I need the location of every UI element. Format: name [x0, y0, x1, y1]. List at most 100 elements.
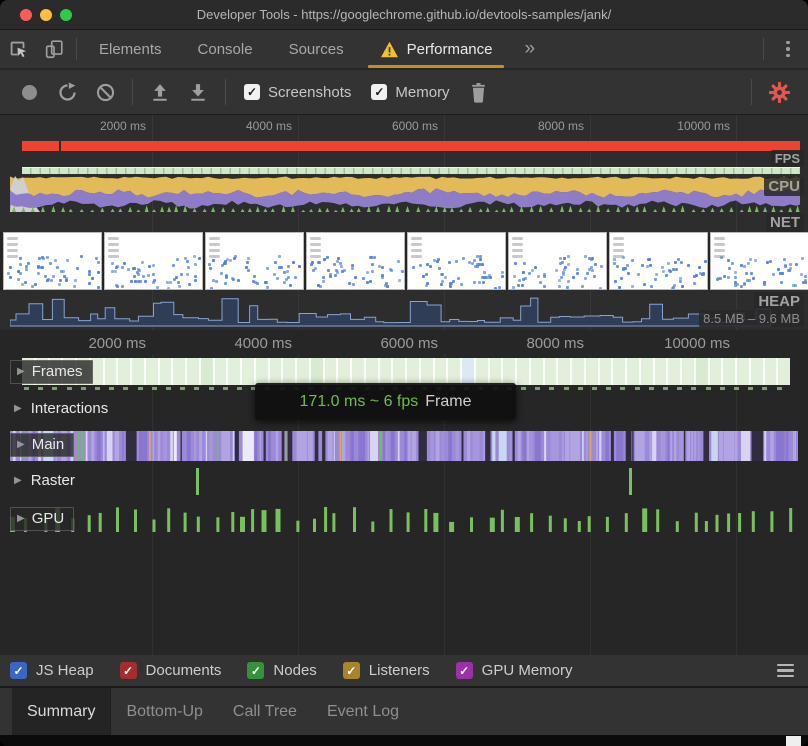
thumb-dot — [716, 276, 720, 280]
screenshot-filmstrip — [0, 232, 808, 290]
thumb-dot — [563, 267, 567, 271]
thumb-dot — [530, 269, 534, 273]
gridline — [444, 354, 445, 655]
thumb-dot — [17, 270, 21, 274]
thumb-button-pill — [411, 249, 422, 252]
gpu-track-bars[interactable] — [8, 505, 798, 532]
raster-track-header[interactable]: ▶ Raster — [14, 472, 75, 489]
minimize-window-button[interactable] — [40, 9, 52, 21]
reload-and-record-button[interactable] — [48, 76, 86, 108]
tab-summary[interactable]: Summary — [12, 688, 112, 735]
thumb-dot — [87, 270, 91, 274]
screenshot-thumb[interactable] — [508, 232, 607, 290]
tabbar-separator — [763, 38, 764, 60]
record-icon — [21, 84, 37, 100]
timeline-overview-pane[interactable]: 2000 ms 4000 ms 6000 ms 8000 ms 10000 ms FPS… — [0, 115, 808, 330]
thumb-dot — [386, 285, 390, 289]
screenshot-thumb[interactable] — [710, 232, 808, 290]
record-button[interactable] — [10, 76, 48, 108]
zoom-window-button[interactable] — [60, 9, 72, 21]
thumb-dot — [350, 263, 354, 267]
thumb-dot — [731, 262, 735, 266]
checkbox-checked-icon: ✓ — [342, 662, 360, 679]
interactions-track-header[interactable]: ▶ Interactions — [14, 400, 109, 417]
main-thread-flamechart[interactable] — [10, 431, 798, 461]
thumb-dot — [254, 280, 258, 284]
screenshot-thumb[interactable] — [306, 232, 405, 290]
screenshot-thumb[interactable] — [3, 232, 102, 290]
tab-event-log[interactable]: Event Log — [326, 702, 400, 720]
main-track-header[interactable]: ▶ Main — [10, 433, 75, 457]
thumb-dot — [584, 277, 588, 281]
thumb-dot — [456, 277, 460, 281]
tab-elements[interactable]: Elements — [99, 40, 162, 58]
checkbox-checked-icon: ✓ — [244, 84, 260, 100]
thumb-dot — [516, 283, 520, 287]
thumb-dot — [144, 280, 148, 284]
thumb-dot — [247, 257, 251, 261]
legend-nodes-checkbox[interactable]: ✓ Nodes — [247, 662, 317, 679]
thumb-dot — [513, 262, 517, 266]
thumb-dot — [265, 266, 269, 270]
legend-listeners-checkbox[interactable]: ✓ Listeners — [342, 662, 430, 679]
inspect-element-button[interactable] — [0, 30, 36, 68]
save-profile-button[interactable] — [179, 76, 217, 108]
clear-button[interactable] — [86, 76, 124, 108]
thumb-button-pill — [411, 237, 422, 240]
close-window-button[interactable] — [20, 9, 32, 21]
thumb-dot — [653, 278, 657, 282]
upload-icon — [153, 83, 167, 101]
devtools-menu-button[interactable] — [768, 30, 808, 68]
load-profile-button[interactable] — [141, 76, 179, 108]
gpu-track-header[interactable]: ▶ GPU — [10, 507, 75, 531]
screenshots-checkbox[interactable]: ✓ Screenshots — [244, 84, 351, 101]
thumb-button-pill — [108, 237, 119, 240]
thumb-dot — [121, 285, 125, 289]
frames-track-bars[interactable] — [22, 358, 790, 385]
tab-call-tree[interactable]: Call Tree — [232, 702, 297, 720]
thumb-dot — [224, 282, 228, 286]
resize-corner[interactable] — [786, 736, 801, 746]
thumb-dot — [803, 275, 807, 278]
thumb-dot — [334, 268, 338, 272]
tab-performance[interactable]: Performance — [362, 30, 511, 68]
thumb-dot — [471, 261, 475, 265]
ruler-tick-label: 6000 ms — [380, 335, 438, 352]
raster-event-mark — [196, 468, 199, 495]
screenshot-thumb[interactable] — [407, 232, 506, 290]
more-tabs-button[interactable]: » — [524, 38, 536, 59]
thumb-dot — [341, 270, 345, 274]
tab-sources[interactable]: Sources — [288, 40, 344, 58]
thumb-dot — [134, 280, 138, 284]
tab-bottom-up[interactable]: Bottom-Up — [126, 702, 203, 720]
capture-settings-button[interactable] — [760, 76, 798, 108]
screenshot-thumb[interactable] — [205, 232, 304, 290]
memory-checkbox[interactable]: ✓ Memory — [371, 84, 450, 101]
thumb-button-pill — [411, 243, 422, 246]
screenshot-thumb[interactable] — [609, 232, 708, 290]
disclosure-triangle-icon: ▶ — [14, 403, 22, 414]
legend-overflow-menu-icon[interactable] — [773, 660, 798, 682]
thumb-dot — [291, 260, 295, 264]
thumb-dot — [789, 262, 793, 266]
thumb-dot — [8, 276, 12, 280]
device-toolbar-button[interactable] — [36, 30, 72, 68]
download-icon — [191, 83, 205, 101]
legend-documents-checkbox[interactable]: ✓ Documents — [119, 662, 221, 679]
thumb-dot — [630, 284, 634, 288]
thumb-dot — [208, 267, 212, 271]
thumb-dot — [794, 263, 798, 267]
thumb-dot — [146, 274, 150, 278]
frames-track-header[interactable]: ▶ Frames — [10, 360, 93, 384]
garbage-collect-button[interactable] — [460, 76, 498, 108]
legend-gpu-memory-checkbox[interactable]: ✓ GPU Memory — [455, 662, 573, 679]
legend-js-heap-checkbox[interactable]: ✓ JS Heap — [10, 662, 94, 679]
thumb-dot — [476, 265, 480, 269]
screenshot-thumb[interactable] — [104, 232, 203, 290]
thumb-dot — [224, 276, 228, 280]
timeline-tracks-pane[interactable]: 2000 ms 4000 ms 6000 ms 8000 ms 10000 ms ▶ F… — [0, 330, 808, 655]
thumb-dot — [791, 283, 795, 287]
gridline — [590, 115, 591, 330]
tab-console[interactable]: Console — [197, 40, 253, 58]
